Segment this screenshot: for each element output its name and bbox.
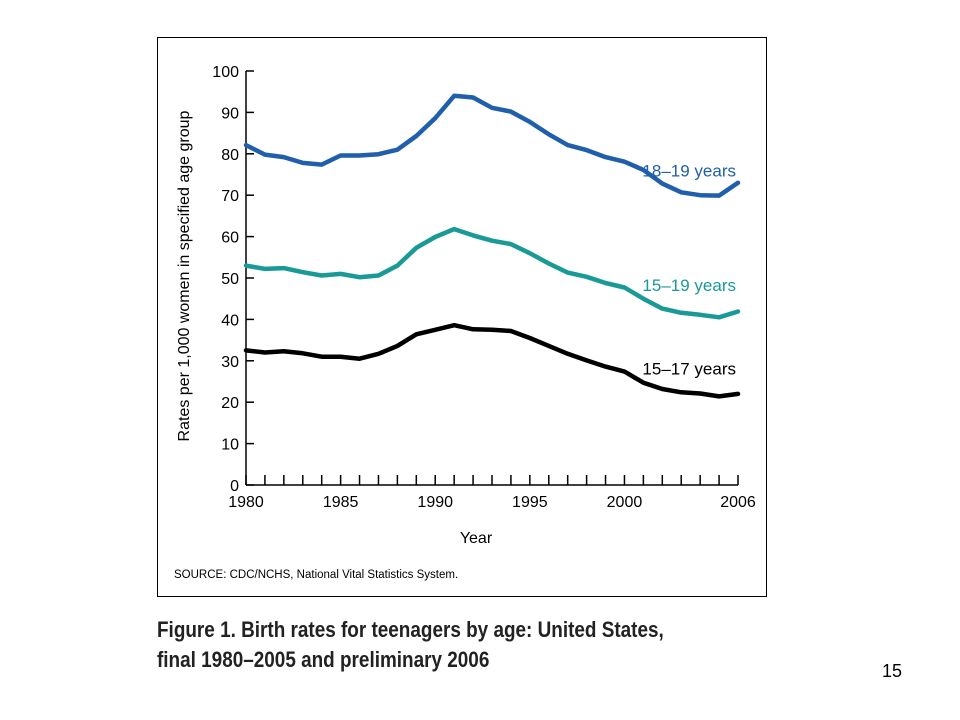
y-tick-label: 20 <box>221 395 239 412</box>
y-tick-label: 0 <box>230 478 239 495</box>
x-axis-title: Year <box>460 530 493 547</box>
series-label: 15–17 years <box>642 359 736 378</box>
y-tick-label: 40 <box>221 312 239 329</box>
x-tick-label: 1980 <box>228 494 264 511</box>
caption-line-2: final 1980–2005 and preliminary 2006 <box>157 647 490 672</box>
y-tick-label: 50 <box>221 271 239 288</box>
series-line <box>243 322 741 399</box>
series-label: 15–19 years <box>642 276 736 295</box>
series-line <box>243 226 741 320</box>
y-tick-label: 30 <box>221 354 239 371</box>
figure-caption: Figure 1. Birth rates for teenagers by a… <box>157 615 725 675</box>
axes: 0 10 20 30 40 50 60 70 80 90 100 1980 1985 1990 1995 20… <box>212 64 756 511</box>
source-note: SOURCE: CDC/NCHS, National Vital Statist… <box>174 569 459 581</box>
x-tick-label: 2000 <box>607 494 643 511</box>
series-label: 18–19 years <box>642 161 736 180</box>
series-lines <box>243 93 741 399</box>
series-line <box>243 93 741 198</box>
y-tick-label: 70 <box>221 188 239 205</box>
x-tick-label: 2006 <box>720 494 756 511</box>
x-tick-label: 1995 <box>512 494 548 511</box>
y-tick-label: 80 <box>221 147 239 164</box>
x-tick-label: 1990 <box>417 494 453 511</box>
caption-line-1: Figure 1. Birth rates for teenagers by a… <box>157 617 664 642</box>
y-tick-label: 90 <box>221 105 239 122</box>
page-number: 15 <box>881 661 902 681</box>
y-tick-label: 10 <box>221 437 239 454</box>
y-axis-title: Rates per 1,000 women in specified age g… <box>176 110 193 441</box>
figure-frame: 0 10 20 30 40 50 60 70 80 90 100 1980 1985 1990 1995 20… <box>157 37 767 597</box>
line-chart: 0 10 20 30 40 50 60 70 80 90 100 1980 1985 1990 1995 20… <box>176 64 756 547</box>
x-tick-label: 1985 <box>323 494 359 511</box>
y-tick-label: 60 <box>221 230 239 247</box>
y-tick-label: 100 <box>212 64 239 81</box>
series-labels: 18–19 years 15–19 years 15–17 years <box>642 161 736 378</box>
